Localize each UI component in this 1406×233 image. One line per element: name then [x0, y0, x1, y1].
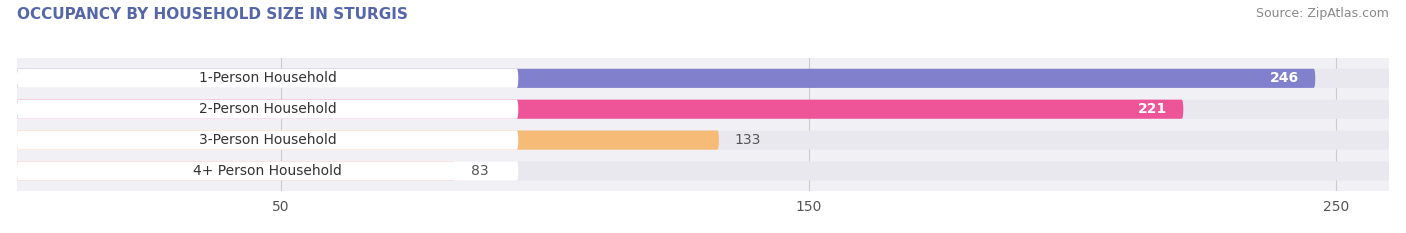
Text: OCCUPANCY BY HOUSEHOLD SIZE IN STURGIS: OCCUPANCY BY HOUSEHOLD SIZE IN STURGIS	[17, 7, 408, 22]
Text: 221: 221	[1139, 102, 1167, 116]
FancyBboxPatch shape	[17, 69, 1389, 88]
Text: 83: 83	[471, 164, 488, 178]
Text: 3-Person Household: 3-Person Household	[198, 133, 336, 147]
FancyBboxPatch shape	[17, 100, 519, 119]
Text: 133: 133	[735, 133, 761, 147]
FancyBboxPatch shape	[17, 100, 1184, 119]
FancyBboxPatch shape	[17, 69, 519, 88]
FancyBboxPatch shape	[17, 161, 1389, 181]
FancyBboxPatch shape	[17, 130, 718, 150]
FancyBboxPatch shape	[17, 100, 1389, 119]
FancyBboxPatch shape	[17, 130, 519, 150]
Text: 246: 246	[1270, 71, 1299, 85]
FancyBboxPatch shape	[17, 161, 456, 181]
Text: Source: ZipAtlas.com: Source: ZipAtlas.com	[1256, 7, 1389, 20]
FancyBboxPatch shape	[17, 130, 1389, 150]
Text: 2-Person Household: 2-Person Household	[198, 102, 336, 116]
Text: 1-Person Household: 1-Person Household	[198, 71, 336, 85]
Text: 4+ Person Household: 4+ Person Household	[193, 164, 342, 178]
FancyBboxPatch shape	[17, 161, 519, 181]
FancyBboxPatch shape	[17, 69, 1315, 88]
